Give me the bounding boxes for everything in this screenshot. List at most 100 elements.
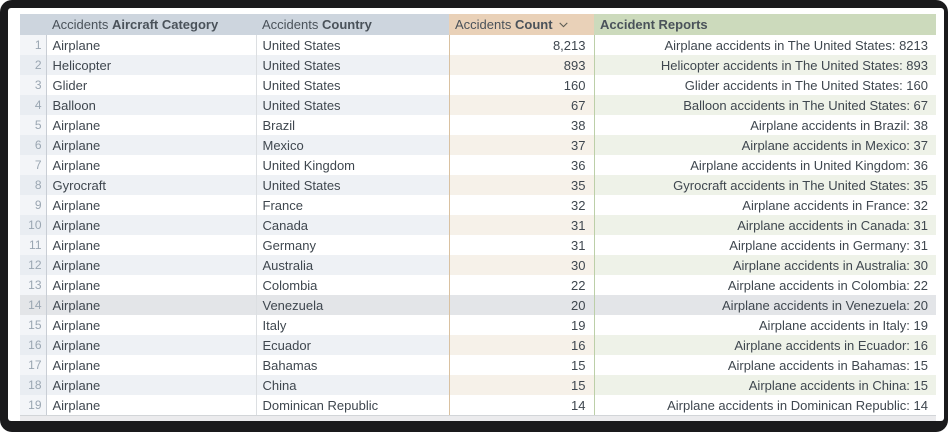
row-number-cell[interactable]: 5 <box>20 115 47 135</box>
category-cell[interactable]: Airplane <box>46 295 256 315</box>
country-cell[interactable]: United States <box>255 175 449 195</box>
count-cell[interactable]: 893 <box>448 55 595 75</box>
row-number-cell[interactable]: 14 <box>20 295 47 315</box>
table-row[interactable]: 1 Airplane United States 8,213 Airplane … <box>20 35 936 55</box>
count-cell[interactable]: 15 <box>448 355 595 375</box>
category-cell[interactable]: Airplane <box>46 395 256 415</box>
report-cell[interactable]: Airplane accidents in Mexico: 37 <box>594 135 936 155</box>
count-cell[interactable]: 14 <box>448 395 595 415</box>
report-cell[interactable]: Airplane accidents in France: 32 <box>594 195 936 215</box>
row-number-cell[interactable]: 15 <box>20 315 47 335</box>
country-cell[interactable]: Canada <box>255 215 449 235</box>
count-cell[interactable]: 30 <box>448 255 595 275</box>
report-cell[interactable]: Airplane accidents in Dominican Republic… <box>594 395 936 415</box>
report-cell[interactable]: Airplane accidents in Ecuador: 16 <box>594 335 936 355</box>
row-number-cell[interactable]: 7 <box>20 155 47 175</box>
table-row[interactable]: 4 Balloon United States 67 Balloon accid… <box>20 95 936 115</box>
country-cell[interactable]: Italy <box>255 315 449 335</box>
column-header-accident-reports[interactable]: Accident Reports <box>594 14 936 35</box>
row-number-cell[interactable]: 16 <box>20 335 47 355</box>
count-cell[interactable]: 31 <box>448 215 595 235</box>
category-cell[interactable]: Airplane <box>46 155 256 175</box>
table-row[interactable]: 15 Airplane Italy 19 Airplane accidents … <box>20 315 936 335</box>
table-row[interactable]: 17 Airplane Bahamas 15 Airplane accident… <box>20 355 936 375</box>
report-cell[interactable]: Airplane accidents in Venezuela: 20 <box>594 295 936 315</box>
country-cell[interactable]: United States <box>255 75 449 95</box>
country-cell[interactable]: United States <box>255 95 449 115</box>
table-row[interactable]: 8 Gyrocraft United States 35 Gyrocraft a… <box>20 175 936 195</box>
country-cell[interactable]: Ecuador <box>255 335 449 355</box>
report-cell[interactable]: Airplane accidents in Bahamas: 15 <box>594 355 936 375</box>
row-number-cell[interactable]: 13 <box>20 275 47 295</box>
row-number-cell[interactable]: 12 <box>20 255 47 275</box>
row-number-cell[interactable]: 1 <box>20 35 47 55</box>
count-cell[interactable]: 19 <box>448 315 595 335</box>
horizontal-scrollbar-track[interactable] <box>20 415 936 421</box>
report-cell[interactable]: Airplane accidents in Italy: 19 <box>594 315 936 335</box>
country-cell[interactable]: United Kingdom <box>255 155 449 175</box>
country-cell[interactable]: Brazil <box>255 115 449 135</box>
table-row[interactable]: 11 Airplane Germany 31 Airplane accident… <box>20 235 936 255</box>
row-number-cell[interactable]: 18 <box>20 375 47 395</box>
category-cell[interactable]: Airplane <box>46 235 256 255</box>
table-row[interactable]: 2 Helicopter United States 893 Helicopte… <box>20 55 936 75</box>
count-cell[interactable]: 15 <box>448 375 595 395</box>
row-number-cell[interactable]: 2 <box>20 55 47 75</box>
category-cell[interactable]: Airplane <box>46 255 256 275</box>
column-header-country[interactable]: Accidents Country <box>256 14 449 35</box>
table-row[interactable]: 9 Airplane France 32 Airplane accidents … <box>20 195 936 215</box>
row-number-cell[interactable]: 4 <box>20 95 47 115</box>
table-row[interactable]: 5 Airplane Brazil 38 Airplane accidents … <box>20 115 936 135</box>
count-cell[interactable]: 37 <box>448 135 595 155</box>
row-number-cell[interactable]: 17 <box>20 355 47 375</box>
report-cell[interactable]: Gyrocraft accidents in The United States… <box>594 175 936 195</box>
count-cell[interactable]: 8,213 <box>448 35 595 55</box>
table-row[interactable]: 16 Airplane Ecuador 16 Airplane accident… <box>20 335 936 355</box>
report-cell[interactable]: Balloon accidents in The United States: … <box>594 95 936 115</box>
category-cell[interactable]: Gyrocraft <box>46 175 256 195</box>
country-cell[interactable]: United States <box>255 55 449 75</box>
country-cell[interactable]: United States <box>255 35 449 55</box>
count-cell[interactable]: 20 <box>448 295 595 315</box>
country-cell[interactable]: Venezuela <box>255 295 449 315</box>
table-row[interactable]: 7 Airplane United Kingdom 36 Airplane ac… <box>20 155 936 175</box>
table-row[interactable]: 6 Airplane Mexico 37 Airplane accidents … <box>20 135 936 155</box>
count-cell[interactable]: 22 <box>448 275 595 295</box>
report-cell[interactable]: Airplane accidents in The United States:… <box>594 35 936 55</box>
category-cell[interactable]: Helicopter <box>46 55 256 75</box>
count-cell[interactable]: 32 <box>448 195 595 215</box>
table-row[interactable]: 19 Airplane Dominican Republic 14 Airpla… <box>20 395 936 415</box>
table-row[interactable]: 14 Airplane Venezuela 20 Airplane accide… <box>20 295 936 315</box>
count-cell[interactable]: 36 <box>448 155 595 175</box>
report-cell[interactable]: Airplane accidents in China: 15 <box>594 375 936 395</box>
report-cell[interactable]: Airplane accidents in Brazil: 38 <box>594 115 936 135</box>
category-cell[interactable]: Balloon <box>46 95 256 115</box>
row-number-cell[interactable]: 6 <box>20 135 47 155</box>
count-cell[interactable]: 160 <box>448 75 595 95</box>
report-cell[interactable]: Airplane accidents in Canada: 31 <box>594 215 936 235</box>
country-cell[interactable]: Dominican Republic <box>255 395 449 415</box>
row-number-cell[interactable]: 3 <box>20 75 47 95</box>
row-number-cell[interactable]: 9 <box>20 195 47 215</box>
category-cell[interactable]: Airplane <box>46 355 256 375</box>
category-cell[interactable]: Airplane <box>46 195 256 215</box>
category-cell[interactable]: Airplane <box>46 315 256 335</box>
table-row[interactable]: 13 Airplane Colombia 22 Airplane acciden… <box>20 275 936 295</box>
count-cell[interactable]: 67 <box>448 95 595 115</box>
country-cell[interactable]: Australia <box>255 255 449 275</box>
row-number-cell[interactable]: 8 <box>20 175 47 195</box>
column-header-count[interactable]: Accidents Count <box>449 14 594 35</box>
category-cell[interactable]: Airplane <box>46 135 256 155</box>
count-cell[interactable]: 38 <box>448 115 595 135</box>
country-cell[interactable]: Germany <box>255 235 449 255</box>
country-cell[interactable]: Mexico <box>255 135 449 155</box>
category-cell[interactable]: Glider <box>46 75 256 95</box>
category-cell[interactable]: Airplane <box>46 115 256 135</box>
column-header-aircraft-category[interactable]: Accidents Aircraft Category <box>46 14 256 35</box>
table-row[interactable]: 18 Airplane China 15 Airplane accidents … <box>20 375 936 395</box>
report-cell[interactable]: Airplane accidents in Australia: 30 <box>594 255 936 275</box>
category-cell[interactable]: Airplane <box>46 35 256 55</box>
country-cell[interactable]: France <box>255 195 449 215</box>
category-cell[interactable]: Airplane <box>46 335 256 355</box>
report-cell[interactable]: Airplane accidents in United Kingdom: 36 <box>594 155 936 175</box>
